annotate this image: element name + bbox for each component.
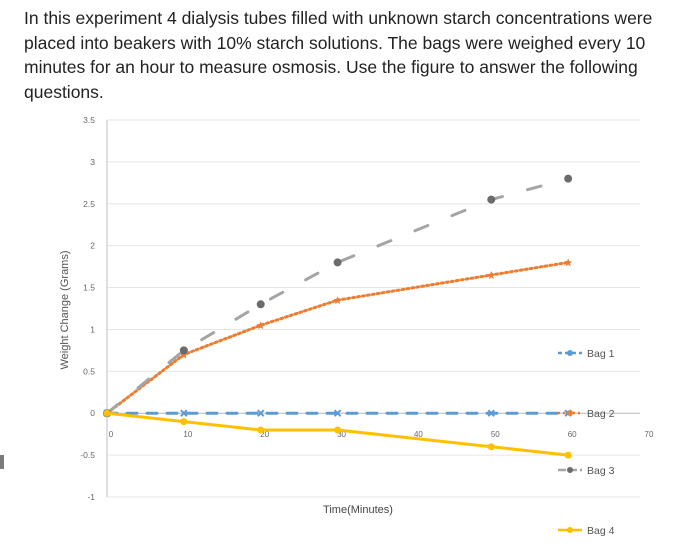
data-point xyxy=(179,350,188,359)
x-tick-label: 60 xyxy=(568,430,577,439)
data-point xyxy=(257,409,265,417)
x-tick-label: 70 xyxy=(645,430,654,439)
legend-label: Bag 1 xyxy=(587,348,615,360)
data-point xyxy=(564,258,573,267)
data-point xyxy=(487,195,496,204)
legend: Bag 1 Bag 2 Bag 3 Bag 4 xyxy=(558,348,615,537)
y-tick-label: 3 xyxy=(90,157,95,167)
legend-item-bag-2: Bag 2 xyxy=(558,408,615,420)
data-point xyxy=(487,409,495,417)
y-tick-label: 0.5 xyxy=(83,366,95,376)
data-point xyxy=(333,258,342,267)
series-layer xyxy=(103,174,573,459)
legend-item-bag-1: Bag 1 xyxy=(558,348,615,360)
x-tick-label: 0 xyxy=(109,430,114,439)
series-bag-2 xyxy=(103,258,573,418)
legend-marker xyxy=(567,350,573,356)
data-point xyxy=(180,418,188,426)
data-point xyxy=(333,296,342,305)
x-tick-label: 10 xyxy=(183,430,192,439)
left-edge-mark xyxy=(0,455,4,469)
legend-marker xyxy=(567,467,573,473)
legend-label: Bag 4 xyxy=(587,525,615,537)
series-line xyxy=(105,177,570,415)
data-point xyxy=(333,409,342,417)
legend-item-bag-4: Bag 4 xyxy=(558,525,615,537)
question-text: In this experiment 4 dialysis tubes fill… xyxy=(24,8,653,102)
y-tick-label: -1 xyxy=(87,492,95,502)
data-point xyxy=(564,451,572,459)
data-point xyxy=(257,426,265,434)
data-point xyxy=(487,270,496,279)
x-tick-label: 50 xyxy=(491,430,500,439)
data-point xyxy=(180,409,188,417)
gridlines xyxy=(107,119,640,498)
legend-marker xyxy=(567,527,573,533)
data-point xyxy=(564,174,573,183)
data-point xyxy=(256,300,265,309)
data-point xyxy=(103,409,111,417)
y-tick-label: 1 xyxy=(90,324,95,334)
series-line xyxy=(105,411,570,457)
legend-item-bag-3: Bag 3 xyxy=(558,465,615,477)
legend-marker xyxy=(567,410,573,416)
y-tick-labels: -1 -0.5 0 0.5 1 1.5 2 2.5 3 3.5 xyxy=(80,115,95,502)
y-tick-label: -0.5 xyxy=(80,450,95,460)
x-tick-label: 20 xyxy=(260,430,269,439)
data-point xyxy=(487,443,495,451)
y-tick-label: 3.5 xyxy=(83,115,95,125)
axes xyxy=(106,120,640,497)
x-tick-label: 40 xyxy=(414,430,423,439)
y-tick-label: 2.5 xyxy=(83,199,95,209)
data-point xyxy=(334,426,342,434)
x-tick-labels: 0 10 20 30 40 50 60 70 xyxy=(109,430,654,439)
series-bag-3 xyxy=(103,174,573,418)
y-tick-label: 2 xyxy=(90,241,95,251)
series-bag-4 xyxy=(103,409,572,459)
legend-label: Bag 3 xyxy=(587,465,615,477)
y-tick-label: 0 xyxy=(90,408,95,418)
data-point xyxy=(256,321,265,330)
data-point xyxy=(179,346,188,355)
legend-label: Bag 2 xyxy=(587,408,615,420)
series-line xyxy=(105,260,570,415)
x-axis-label: Time(Minutes) xyxy=(323,504,393,516)
y-axis-label: Weight Change (Grams) xyxy=(59,250,71,369)
x-tick-label: 30 xyxy=(337,430,346,439)
y-tick-label: 1.5 xyxy=(83,283,95,293)
